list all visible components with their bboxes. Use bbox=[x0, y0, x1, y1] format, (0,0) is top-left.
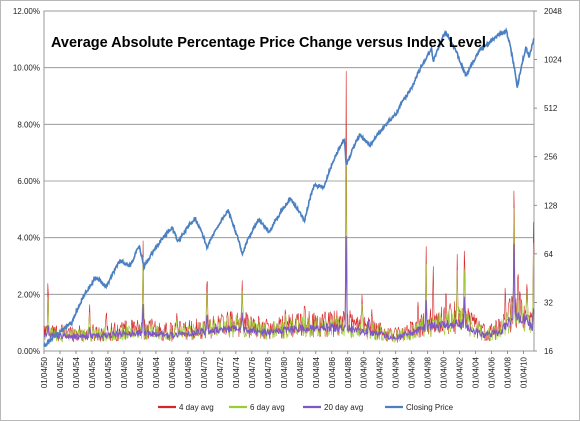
x-tick-label: 01/04/84 bbox=[312, 356, 321, 388]
x-tick-label: 01/04/60 bbox=[120, 356, 129, 388]
x-tick-label: 01/04/74 bbox=[232, 356, 241, 388]
x-tick-label: 01/04/50 bbox=[40, 356, 49, 388]
series-layer bbox=[43, 27, 535, 347]
x-tick-label: 01/04/66 bbox=[168, 356, 177, 388]
x-axis: 01/04/50 01/04/52 01/04/54 01/04/56 01/04/58… bbox=[40, 351, 529, 388]
y-right-tick-label: 16 bbox=[544, 347, 553, 356]
y-left-tick-label: 10.00% bbox=[13, 64, 40, 73]
y-right-tick-label: 1024 bbox=[544, 56, 562, 65]
x-tick-label: 01/04/00 bbox=[440, 356, 449, 388]
legend-label: 6 day avg bbox=[250, 403, 285, 412]
x-tick-label: 01/04/10 bbox=[520, 356, 529, 388]
x-tick-label: 01/04/94 bbox=[392, 356, 401, 388]
y-axis-right: 16 32 64 128 256 512 1024 2048 bbox=[534, 7, 562, 356]
x-tick-label: 01/04/76 bbox=[248, 356, 257, 388]
x-tick-label: 01/04/92 bbox=[376, 356, 385, 388]
series-line-4-day-avg bbox=[43, 71, 535, 343]
x-tick-label: 01/04/80 bbox=[280, 356, 289, 388]
x-tick-label: 01/04/78 bbox=[264, 356, 273, 388]
y-left-tick-label: 4.00% bbox=[17, 234, 40, 243]
plot-frame bbox=[43, 10, 535, 352]
x-tick-label: 01/04/06 bbox=[488, 356, 497, 388]
legend-label: 4 day avg bbox=[179, 403, 214, 412]
x-tick-label: 01/04/86 bbox=[328, 356, 337, 388]
x-tick-label: 01/04/56 bbox=[88, 356, 97, 388]
x-tick-label: 01/04/02 bbox=[456, 356, 465, 388]
legend: 4 day avg 6 day avg 20 day avg Closing Pric… bbox=[158, 403, 454, 412]
x-tick-label: 01/04/72 bbox=[216, 356, 225, 388]
y-right-tick-label: 2048 bbox=[544, 7, 562, 16]
x-tick-label: 01/04/58 bbox=[104, 356, 113, 388]
legend-item: 6 day avg bbox=[229, 403, 285, 412]
y-left-tick-label: 6.00% bbox=[17, 177, 40, 186]
y-right-tick-label: 128 bbox=[544, 201, 558, 210]
x-tick-label: 01/04/88 bbox=[344, 356, 353, 388]
legend-item: 20 day avg bbox=[303, 403, 363, 412]
x-tick-label: 01/04/96 bbox=[408, 356, 417, 388]
y-right-tick-label: 64 bbox=[544, 250, 553, 259]
x-tick-label: 01/04/62 bbox=[136, 356, 145, 388]
y-left-tick-label: 2.00% bbox=[17, 290, 40, 299]
x-tick-label: 01/04/70 bbox=[200, 356, 209, 388]
legend-label: Closing Price bbox=[406, 403, 454, 412]
legend-item: Closing Price bbox=[385, 403, 454, 412]
x-tick-label: 01/04/52 bbox=[56, 356, 65, 388]
legend-label: 20 day avg bbox=[324, 403, 363, 412]
series-line-closing-price bbox=[43, 27, 535, 347]
y-left-tick-label: 12.00% bbox=[13, 7, 40, 16]
y-left-tick-label: 8.00% bbox=[17, 120, 40, 129]
x-tick-label: 01/04/82 bbox=[296, 356, 305, 388]
y-left-tick-label: 0.00% bbox=[17, 347, 40, 356]
y-right-tick-label: 32 bbox=[544, 298, 553, 307]
x-tick-label: 01/04/08 bbox=[504, 356, 513, 388]
y-right-tick-label: 256 bbox=[544, 153, 558, 162]
series-line-20-day-avg bbox=[43, 236, 535, 341]
x-tick-label: 01/04/98 bbox=[424, 356, 433, 388]
x-tick-label: 01/04/54 bbox=[72, 356, 81, 388]
x-tick-label: 01/04/68 bbox=[184, 356, 193, 388]
chart-title: Average Absolute Percentage Price Change… bbox=[51, 35, 486, 51]
x-tick-label: 01/04/64 bbox=[152, 356, 161, 388]
y-axis-left: 0.00% 2.00% 4.00% 6.00% 8.00% 10.00% 12.00% bbox=[13, 7, 40, 356]
x-tick-label: 01/04/90 bbox=[360, 356, 369, 388]
x-tick-label: 01/04/04 bbox=[472, 356, 481, 388]
legend-item: 4 day avg bbox=[158, 403, 214, 412]
y-right-tick-label: 512 bbox=[544, 104, 558, 113]
